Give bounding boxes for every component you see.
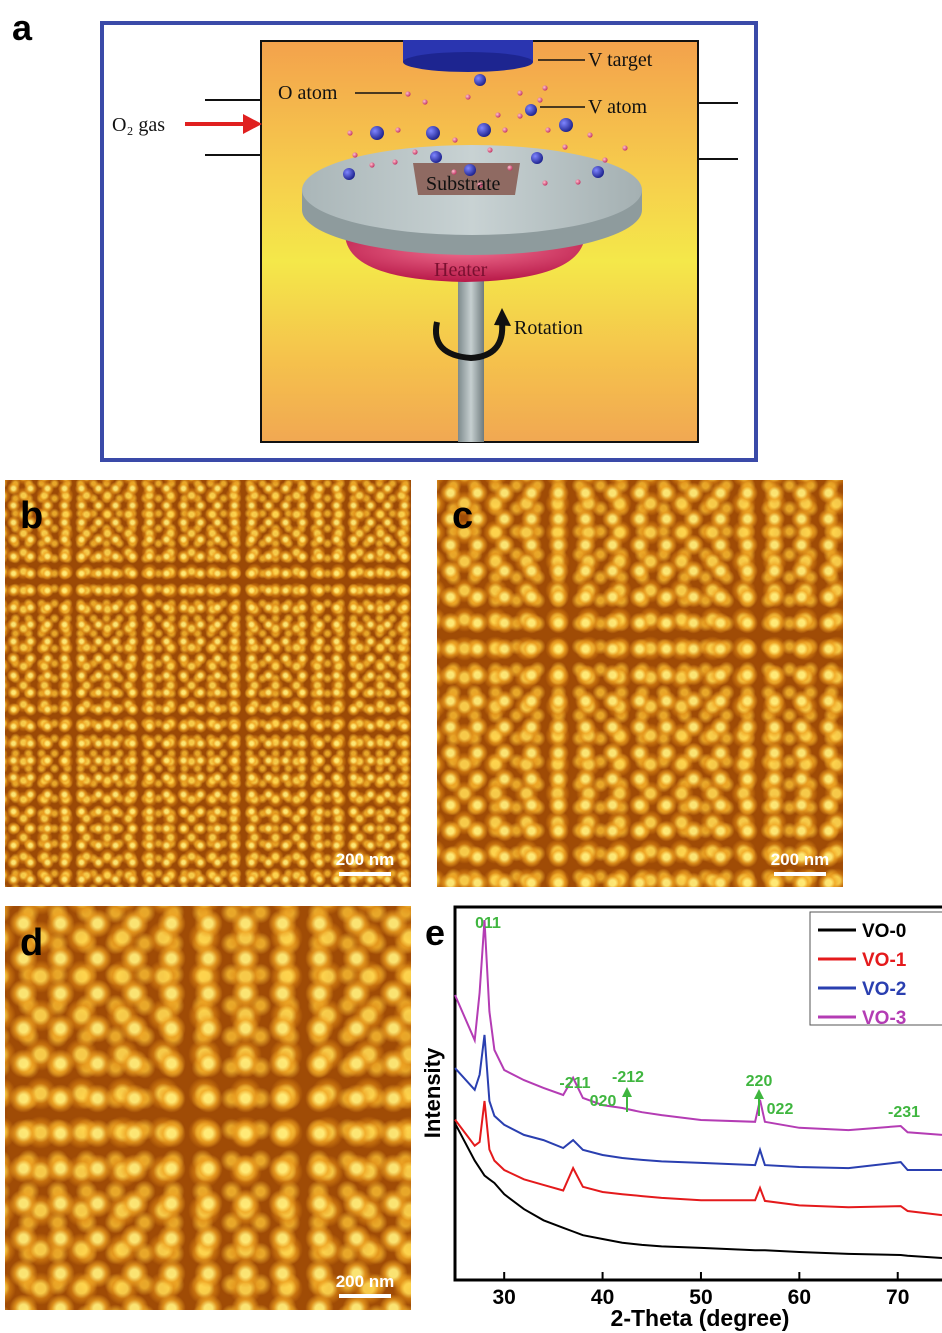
v-atom	[525, 104, 537, 116]
o-atom	[392, 159, 397, 164]
o-atom	[542, 180, 547, 185]
o-atom	[422, 99, 427, 104]
diagram-label: O₂ gas	[112, 114, 165, 136]
series-line	[455, 1035, 942, 1170]
peak-label: 022	[767, 1101, 794, 1118]
panel-label: d	[20, 922, 43, 964]
o-atom	[507, 165, 512, 170]
series-line	[455, 1101, 942, 1215]
o-atom	[405, 91, 410, 96]
v-atom	[426, 126, 440, 140]
legend-label: VO-2	[862, 979, 906, 1000]
target	[403, 52, 533, 72]
figure: 200 nm 200 nm 200 nm	[0, 0, 942, 1333]
o-atom	[369, 162, 374, 167]
rotation-arrow-head	[494, 308, 511, 326]
panel-label: b	[20, 495, 43, 537]
panel-label: e	[425, 912, 445, 953]
v-atom	[343, 168, 355, 180]
o-atom	[487, 147, 492, 152]
o-atom	[575, 179, 580, 184]
o-atom	[517, 113, 522, 118]
diagram-label: Rotation	[514, 317, 583, 339]
peak-label: -211	[559, 1075, 590, 1092]
legend-label: VO-0	[862, 921, 906, 942]
series-line	[455, 1123, 942, 1258]
x-tick-label: 60	[788, 1286, 811, 1309]
o-atom	[412, 149, 417, 154]
o-atom	[495, 112, 500, 117]
v-atom	[474, 74, 486, 86]
diagram: V target O atom V atom O₂ gas Substrate …	[102, 23, 756, 460]
legend-label: VO-3	[862, 1008, 906, 1029]
v-atom	[430, 151, 442, 163]
peak-label: 011	[475, 915, 501, 932]
panel-label: c	[452, 495, 473, 537]
gas-arrow-head	[243, 114, 262, 134]
o-atom	[545, 127, 550, 132]
shaft	[458, 260, 484, 442]
v-atom	[531, 152, 543, 164]
x-tick-label: 70	[886, 1286, 909, 1309]
x-tick-label: 30	[493, 1286, 516, 1309]
diagram-label: Substrate	[426, 173, 501, 195]
o-atom	[465, 94, 470, 99]
overlay: V target O atom V atom O₂ gas Substrate …	[0, 0, 942, 1333]
diagram-label: Heater	[434, 259, 488, 281]
diagram-label: V atom	[588, 96, 648, 118]
legend-label: VO-1	[862, 950, 907, 971]
o-atom	[622, 145, 627, 150]
o-atom	[347, 130, 352, 135]
o-atom	[587, 132, 592, 137]
o-atom	[517, 90, 522, 95]
x-tick-label: 50	[689, 1286, 712, 1309]
y-axis-label: Intensity	[420, 1047, 445, 1138]
o-atom	[452, 137, 457, 142]
x-tick-label: 40	[591, 1286, 614, 1309]
v-atom	[559, 118, 573, 132]
diagram-label: V target	[588, 49, 653, 71]
diagram-label: O atom	[278, 82, 338, 104]
peak-label: -212	[612, 1069, 644, 1086]
o-atom	[602, 157, 607, 162]
o-atom	[502, 127, 507, 132]
o-atom	[562, 144, 567, 149]
o-atom	[537, 97, 542, 102]
o-atom	[542, 85, 547, 90]
peak-label: -231	[888, 1104, 920, 1121]
o-atom	[352, 152, 357, 157]
v-atom	[370, 126, 384, 140]
v-atom	[477, 123, 491, 137]
v-atom	[592, 166, 604, 178]
peak-label: 020	[590, 1093, 617, 1110]
panel-label: a	[12, 7, 33, 48]
peak-label: 220	[746, 1073, 773, 1090]
o-atom	[395, 127, 400, 132]
